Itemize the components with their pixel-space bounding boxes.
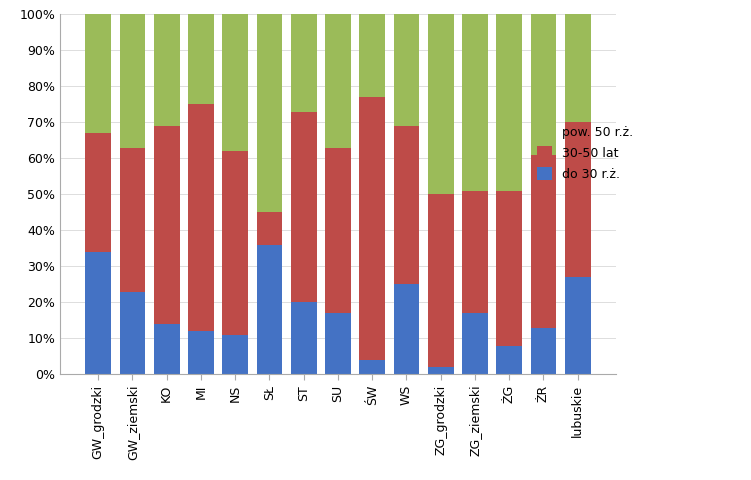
Bar: [360, 360, 385, 374]
Bar: [428, 194, 454, 367]
Bar: [394, 14, 419, 126]
Bar: [462, 191, 488, 313]
Bar: [86, 14, 111, 133]
Bar: [496, 14, 522, 191]
Bar: [291, 112, 316, 302]
Bar: [222, 14, 248, 151]
Bar: [565, 277, 590, 374]
Bar: [291, 14, 316, 112]
Bar: [325, 14, 351, 148]
Bar: [257, 14, 282, 213]
Bar: [394, 284, 419, 374]
Bar: [86, 133, 111, 252]
Bar: [428, 367, 454, 374]
Bar: [325, 313, 351, 374]
Bar: [222, 151, 248, 335]
Bar: [119, 292, 145, 374]
Bar: [154, 126, 179, 324]
Bar: [565, 122, 590, 277]
Bar: [119, 14, 145, 148]
Bar: [291, 302, 316, 374]
Legend: pow. 50 r.ż., 30-50 lat, do 30 r.ż.: pow. 50 r.ż., 30-50 lat, do 30 r.ż.: [533, 121, 637, 185]
Bar: [188, 331, 214, 374]
Bar: [86, 252, 111, 374]
Bar: [394, 126, 419, 284]
Bar: [154, 324, 179, 374]
Bar: [222, 335, 248, 374]
Bar: [154, 14, 179, 126]
Bar: [360, 14, 385, 97]
Bar: [496, 191, 522, 346]
Bar: [428, 14, 454, 194]
Bar: [257, 212, 282, 245]
Bar: [257, 245, 282, 374]
Bar: [565, 14, 590, 122]
Bar: [360, 97, 385, 360]
Bar: [531, 327, 556, 374]
Bar: [462, 313, 488, 374]
Bar: [462, 14, 488, 191]
Bar: [119, 148, 145, 292]
Bar: [188, 105, 214, 331]
Bar: [531, 155, 556, 327]
Bar: [496, 346, 522, 374]
Bar: [188, 14, 214, 104]
Bar: [325, 148, 351, 313]
Bar: [531, 14, 556, 155]
